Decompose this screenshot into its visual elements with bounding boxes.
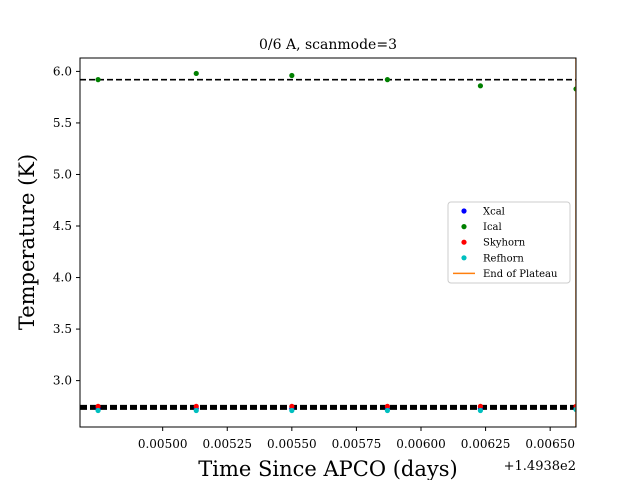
skyhorn-point [95, 403, 101, 409]
x-axis-label: Time Since APCO (days) [198, 457, 457, 480]
ical-point [384, 77, 391, 83]
ical-point [95, 77, 101, 83]
skyhorn-point [477, 403, 484, 409]
x-tick-label: 0.00500 [138, 437, 188, 451]
legend-label-end-of-plateau: End of Plateau [483, 269, 558, 280]
skyhorn-point [384, 403, 391, 409]
x-tick-label: 0.00550 [267, 437, 317, 451]
x-tick-label: 0.00575 [332, 437, 382, 451]
legend-label-refhorn: Refhorn [483, 253, 524, 264]
y-tick-label: 3.0 [53, 374, 72, 388]
y-axis: 3.0 3.5 4.0 4.5 5.0 5.5 6.0 [53, 64, 80, 388]
ical-point [477, 83, 484, 89]
legend-label-xcal: Xcal [483, 207, 505, 218]
y-tick-label: 6.0 [53, 64, 72, 78]
axes-frame [79, 57, 577, 428]
x-tick-label: 0.00625 [461, 437, 511, 451]
legend-marker-refhorn [461, 255, 467, 261]
x-offset-label: +1.4938e2 [504, 459, 576, 474]
refhorn-point [477, 407, 484, 414]
legend-box [447, 201, 571, 284]
y-tick-label: 4.5 [53, 219, 72, 233]
legend-marker-xcal [461, 208, 467, 214]
legend-label-skyhorn: Skyhorn [483, 238, 526, 249]
y-axis-label: Temperature (K) [15, 154, 39, 330]
legend: Xcal Ical Skyhorn Refhorn End of Plateau [447, 201, 571, 284]
refhorn-point [289, 407, 295, 414]
y-tick-label: 4.0 [53, 271, 72, 285]
legend-label-ical: Ical [483, 222, 502, 233]
ical-point [289, 72, 295, 79]
y-tick-label: 3.5 [53, 322, 72, 336]
x-axis: 0.00500 0.00525 0.00550 0.00575 0.00600 0.006… [138, 427, 575, 451]
x-tick-label: 0.00650 [525, 437, 575, 451]
skyhorn-point [289, 403, 295, 409]
x-tick-label: 0.00600 [396, 437, 446, 451]
refhorn-point [384, 407, 391, 414]
x-tick-label: 0.00525 [202, 437, 252, 451]
skyhorn-point [193, 403, 199, 409]
y-tick-label: 5.0 [53, 167, 72, 181]
legend-marker-ical [461, 224, 467, 230]
y-tick-label: 5.5 [53, 116, 72, 130]
chart-title: 0/6 A, scanmode=3 [259, 37, 397, 53]
refhorn-point [193, 407, 199, 414]
ical-point [193, 70, 199, 77]
plot-area [80, 58, 576, 427]
refhorn-point [95, 407, 101, 414]
legend-marker-skyhorn [461, 239, 467, 245]
